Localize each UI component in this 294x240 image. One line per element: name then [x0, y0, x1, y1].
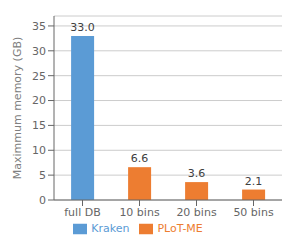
svg-text:Maximmum memory (GB): Maximmum memory (GB)	[11, 37, 24, 180]
svg-text:3.6: 3.6	[188, 167, 206, 180]
html-text:PLoT-ME: PLoT-ME	[157, 222, 203, 235]
svg-text:20 bins: 20 bins	[176, 206, 217, 219]
svg-text:full DB: full DB	[64, 206, 100, 219]
svg-text:20: 20	[32, 94, 46, 107]
svg-text:15: 15	[32, 119, 46, 132]
svg-text:5: 5	[39, 169, 46, 182]
svg-text:0: 0	[39, 194, 46, 207]
svg-text:50 bins: 50 bins	[233, 206, 274, 219]
svg-text:33.0: 33.0	[70, 21, 95, 34]
svg-text:10: 10	[32, 144, 46, 157]
svg-text:25: 25	[32, 70, 46, 83]
svg-text:2.1: 2.1	[245, 175, 263, 188]
svg-text:10 bins: 10 bins	[119, 206, 160, 219]
svg-text:35: 35	[32, 20, 46, 33]
svg-text:6.6: 6.6	[131, 152, 149, 165]
html-text:Kraken: Kraken	[91, 222, 130, 235]
svg-text:30: 30	[32, 45, 46, 58]
